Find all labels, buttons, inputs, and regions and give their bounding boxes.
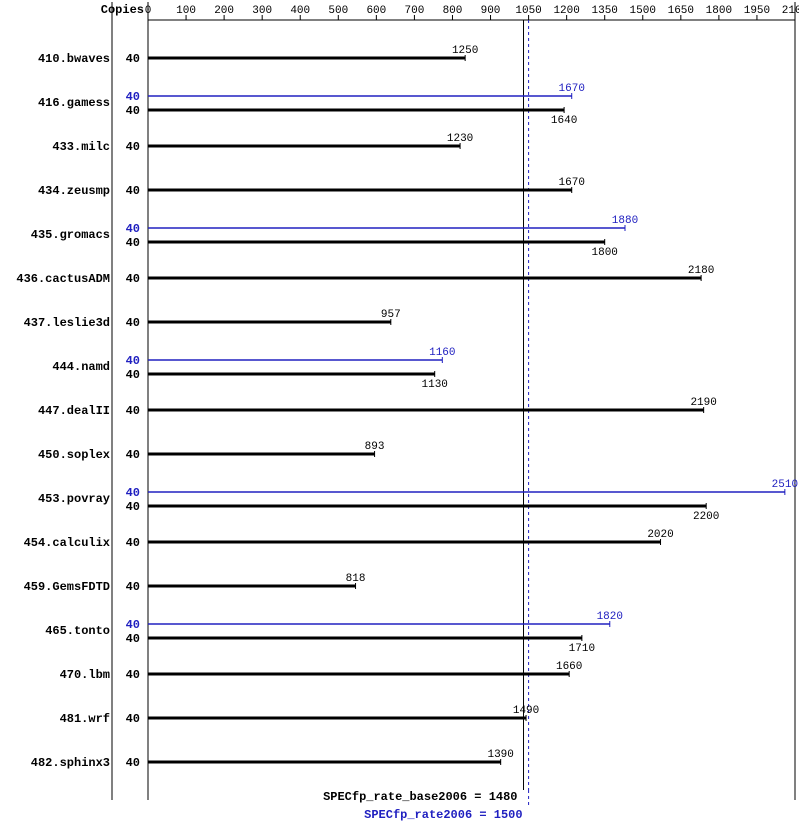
x-tick-label: 1350 xyxy=(592,5,618,17)
copies-base: 40 xyxy=(126,368,140,382)
benchmark-name: 447.dealII xyxy=(38,404,110,418)
copies-base: 40 xyxy=(126,140,140,154)
peak-value: 1670 xyxy=(559,83,585,95)
x-tick-label: 300 xyxy=(252,5,272,17)
benchmark-name: 444.namd xyxy=(52,360,110,374)
copies-base: 40 xyxy=(126,448,140,462)
base-value: 957 xyxy=(381,309,401,321)
benchmark-name: 459.GemsFDTD xyxy=(24,580,110,594)
copies-peak: 40 xyxy=(126,354,140,368)
x-tick-label: 700 xyxy=(405,5,425,17)
copies-base: 40 xyxy=(126,272,140,286)
copies-base: 40 xyxy=(126,236,140,250)
copies-peak: 40 xyxy=(126,618,140,632)
peak-value: 1160 xyxy=(429,347,455,359)
x-tick-label: 1050 xyxy=(515,5,541,17)
ref-line-label: SPECfp_rate2006 = 1500 xyxy=(364,808,522,822)
ref-line-label: SPECfp_rate_base2006 = 1480 xyxy=(323,790,517,804)
base-value: 2200 xyxy=(693,511,719,523)
benchmark-name: 481.wrf xyxy=(60,712,110,726)
copies-header: Copies xyxy=(101,3,144,17)
copies-base: 40 xyxy=(126,632,140,646)
base-value: 1130 xyxy=(422,379,448,391)
base-value: 2190 xyxy=(690,397,716,409)
base-value: 2180 xyxy=(688,265,714,277)
spec-chart: 0100200300400500600700800900105012001350… xyxy=(0,0,799,831)
base-value: 1800 xyxy=(592,247,618,259)
copies-base: 40 xyxy=(126,316,140,330)
x-tick-label: 1200 xyxy=(553,5,579,17)
benchmark-name: 434.zeusmp xyxy=(38,184,110,198)
x-tick-label: 1800 xyxy=(706,5,732,17)
x-tick-label: 600 xyxy=(366,5,386,17)
base-value: 893 xyxy=(365,441,385,453)
base-value: 1390 xyxy=(487,749,513,761)
copies-peak: 40 xyxy=(126,486,140,500)
x-tick-label: 200 xyxy=(214,5,234,17)
benchmark-name: 416.gamess xyxy=(38,96,110,110)
copies-peak: 40 xyxy=(126,90,140,104)
copies-base: 40 xyxy=(126,668,140,682)
benchmark-name: 454.calculix xyxy=(24,536,110,550)
base-value: 818 xyxy=(346,573,366,585)
base-value: 1670 xyxy=(559,177,585,189)
x-tick-label: 2100 xyxy=(782,5,799,17)
benchmark-name: 436.cactusADM xyxy=(16,272,110,286)
base-value: 1640 xyxy=(551,115,577,127)
x-tick-label: 100 xyxy=(176,5,196,17)
base-value: 1250 xyxy=(452,45,478,57)
x-tick-label: 1950 xyxy=(744,5,770,17)
x-tick-label: 1650 xyxy=(668,5,694,17)
copies-base: 40 xyxy=(126,52,140,66)
x-tick-label: 800 xyxy=(443,5,463,17)
chart-bg xyxy=(0,0,799,831)
benchmark-name: 435.gromacs xyxy=(31,228,110,242)
peak-value: 1880 xyxy=(612,215,638,227)
benchmark-name: 437.leslie3d xyxy=(24,316,110,330)
copies-base: 40 xyxy=(126,712,140,726)
x-tick-label: 500 xyxy=(328,5,348,17)
benchmark-name: 465.tonto xyxy=(45,624,110,638)
benchmark-name: 433.milc xyxy=(52,140,110,154)
base-value: 1490 xyxy=(513,705,539,717)
x-tick-label: 400 xyxy=(290,5,310,17)
copies-base: 40 xyxy=(126,536,140,550)
base-value: 1230 xyxy=(447,133,473,145)
benchmark-name: 470.lbm xyxy=(60,668,110,682)
benchmark-name: 482.sphinx3 xyxy=(31,756,110,770)
copies-base: 40 xyxy=(126,184,140,198)
base-value: 1710 xyxy=(569,643,595,655)
x-tick-label: 1500 xyxy=(630,5,656,17)
base-value: 1660 xyxy=(556,661,582,673)
benchmark-name: 453.povray xyxy=(38,492,110,506)
copies-base: 40 xyxy=(126,404,140,418)
benchmark-name: 450.soplex xyxy=(38,448,110,462)
copies-base: 40 xyxy=(126,756,140,770)
x-tick-label: 900 xyxy=(481,5,501,17)
copies-peak: 40 xyxy=(126,222,140,236)
copies-base: 40 xyxy=(126,104,140,118)
base-value: 2020 xyxy=(647,529,673,541)
copies-base: 40 xyxy=(126,580,140,594)
peak-value: 1820 xyxy=(597,611,623,623)
copies-base: 40 xyxy=(126,500,140,514)
benchmark-name: 410.bwaves xyxy=(38,52,110,66)
peak-value: 2510 xyxy=(772,479,798,491)
